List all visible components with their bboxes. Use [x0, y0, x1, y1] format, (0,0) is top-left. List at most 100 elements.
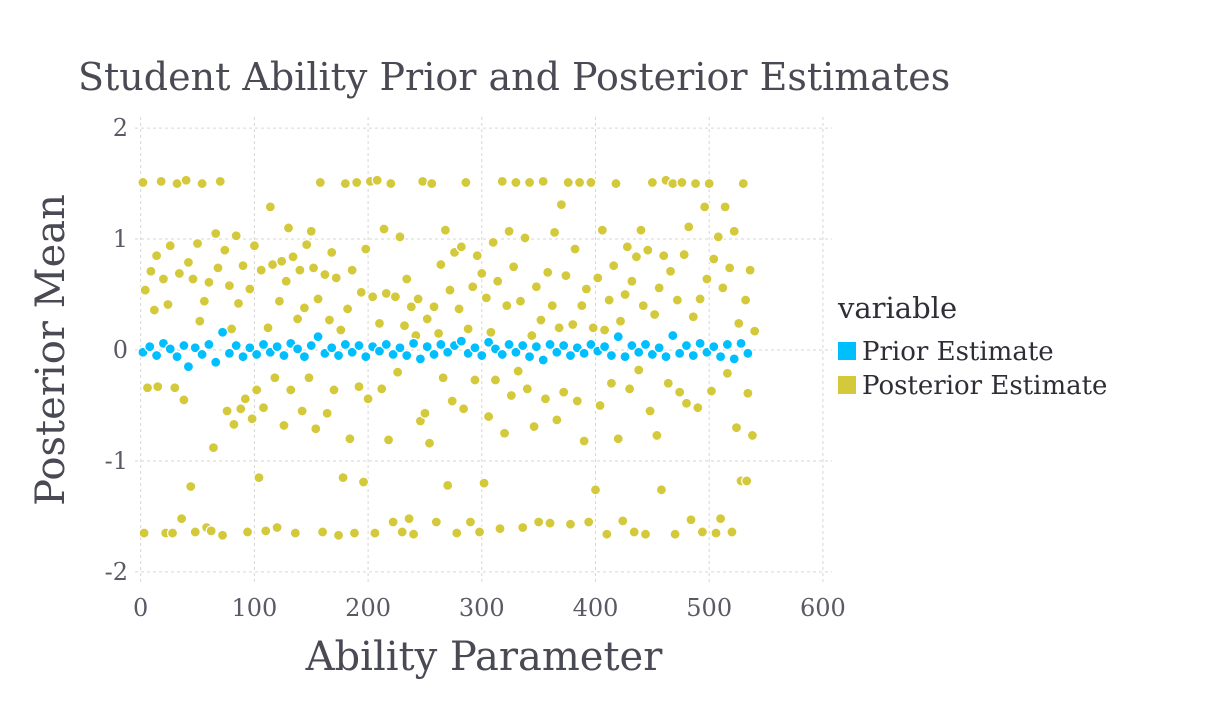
point-posterior-estimate [264, 201, 276, 213]
point-prior-estimate [435, 338, 447, 351]
point-posterior-estimate [348, 527, 361, 539]
point-prior-estimate [257, 338, 270, 351]
x-tick-label: 200 [345, 594, 391, 622]
chart-title: Student Ability Prior and Posterior Esti… [78, 55, 950, 99]
point-posterior-estimate [355, 286, 367, 298]
point-prior-estimate [244, 342, 256, 354]
point-posterior-estimate [624, 383, 636, 395]
point-posterior-estimate [248, 240, 260, 252]
point-posterior-estimate [610, 177, 622, 190]
point-posterior-estimate [237, 260, 249, 272]
point-posterior-estimate [598, 324, 611, 336]
point-posterior-estimate [498, 427, 511, 439]
point-prior-estimate [203, 338, 215, 351]
point-posterior-estimate [637, 300, 649, 312]
point-posterior-estimate [724, 262, 736, 274]
point-posterior-estimate [412, 293, 424, 305]
point-posterior-estimate [662, 377, 674, 389]
point-posterior-estimate [569, 243, 581, 255]
point-posterior-estimate [503, 225, 515, 237]
point-prior-estimate [346, 346, 358, 358]
point-posterior-estimate [239, 393, 251, 405]
point-posterior-estimate [517, 521, 529, 534]
point-posterior-estimate [276, 255, 288, 267]
point-posterior-estimate [357, 476, 370, 488]
legend-label-posterior: Posterior Estimate [862, 371, 1107, 401]
point-posterior-estimate [342, 303, 354, 315]
point-posterior-estimate [649, 308, 661, 321]
point-posterior-estimate [417, 175, 429, 187]
point-prior-estimate [373, 345, 386, 357]
point-posterior-estimate [542, 266, 554, 278]
point-prior-estimate [251, 348, 263, 361]
point-posterior-estimate [221, 405, 233, 417]
point-posterior-estimate [371, 174, 383, 186]
y-tick-label: -1 [105, 447, 128, 475]
point-posterior-estimate [546, 300, 558, 312]
point-prior-estimate [476, 349, 488, 362]
point-posterior-estimate [219, 244, 231, 256]
point-posterior-estimate [719, 201, 731, 213]
point-prior-estimate [271, 341, 283, 353]
point-posterior-estimate [191, 237, 204, 250]
point-posterior-estimate [291, 313, 304, 325]
point-posterior-estimate [260, 525, 272, 537]
point-posterior-estimate [603, 294, 615, 306]
point-posterior-estimate [307, 262, 320, 274]
point-posterior-estimate [182, 256, 195, 268]
point-posterior-estimate [148, 304, 160, 316]
point-posterior-estimate [462, 323, 474, 335]
y-axis-ticks: 2 1 0 -1 -2 [105, 114, 128, 586]
point-posterior-estimate [458, 403, 470, 415]
point-posterior-estimate [658, 250, 670, 262]
point-prior-estimate [442, 346, 454, 358]
point-posterior-estimate [687, 311, 699, 323]
point-prior-estimate [305, 339, 317, 352]
point-posterior-estimate [737, 177, 749, 190]
point-posterior-estimate [612, 433, 624, 445]
point-posterior-estimate [494, 523, 506, 535]
x-tick-label: 0 [133, 594, 148, 622]
point-posterior-estimate [746, 429, 759, 442]
legend-title: variable [837, 291, 957, 325]
point-posterior-estimate [467, 281, 479, 293]
point-posterior-estimate [162, 298, 174, 311]
point-prior-estimate [189, 342, 201, 354]
point-prior-estimate [291, 343, 304, 355]
point-posterior-estimate [194, 315, 206, 327]
point-posterior-estimate [303, 372, 315, 384]
point-posterior-estimate [578, 435, 590, 447]
point-posterior-estimate [510, 176, 522, 189]
point-posterior-estimate [385, 177, 397, 190]
point-prior-estimate [564, 349, 577, 362]
x-tick-label: 500 [686, 594, 732, 622]
point-posterior-estimate [451, 527, 463, 539]
y-tick-label: 0 [113, 336, 128, 364]
point-posterior-estimate [514, 295, 527, 307]
point-posterior-estimate [141, 382, 154, 394]
point-prior-estimate [496, 348, 508, 361]
point-prior-estimate [210, 356, 222, 368]
point-posterior-estimate [521, 383, 533, 395]
point-prior-estimate [544, 338, 556, 351]
point-posterior-estimate [676, 176, 688, 189]
point-posterior-estimate [157, 273, 170, 285]
x-axis-ticks: 0 100 200 300 400 500 600 [133, 594, 846, 622]
x-axis-title: Ability Parameter [305, 634, 664, 680]
legend-label-prior: Prior Estimate [862, 337, 1054, 367]
point-posterior-estimate [621, 241, 633, 253]
point-prior-estimate [714, 351, 727, 363]
point-prior-estimate [178, 339, 190, 352]
point-posterior-estimate [592, 272, 604, 284]
point-posterior-estimate [435, 258, 447, 271]
point-posterior-estimate [426, 177, 438, 190]
point-prior-estimate [196, 348, 208, 361]
data-points [137, 174, 761, 541]
point-posterior-estimate [580, 283, 593, 295]
point-posterior-estimate [407, 528, 420, 540]
point-posterior-estimate [244, 283, 256, 295]
point-posterior-estimate [530, 281, 542, 293]
point-posterior-estimate [346, 264, 358, 276]
point-posterior-estimate [423, 437, 436, 449]
point-posterior-estimate [369, 527, 381, 539]
